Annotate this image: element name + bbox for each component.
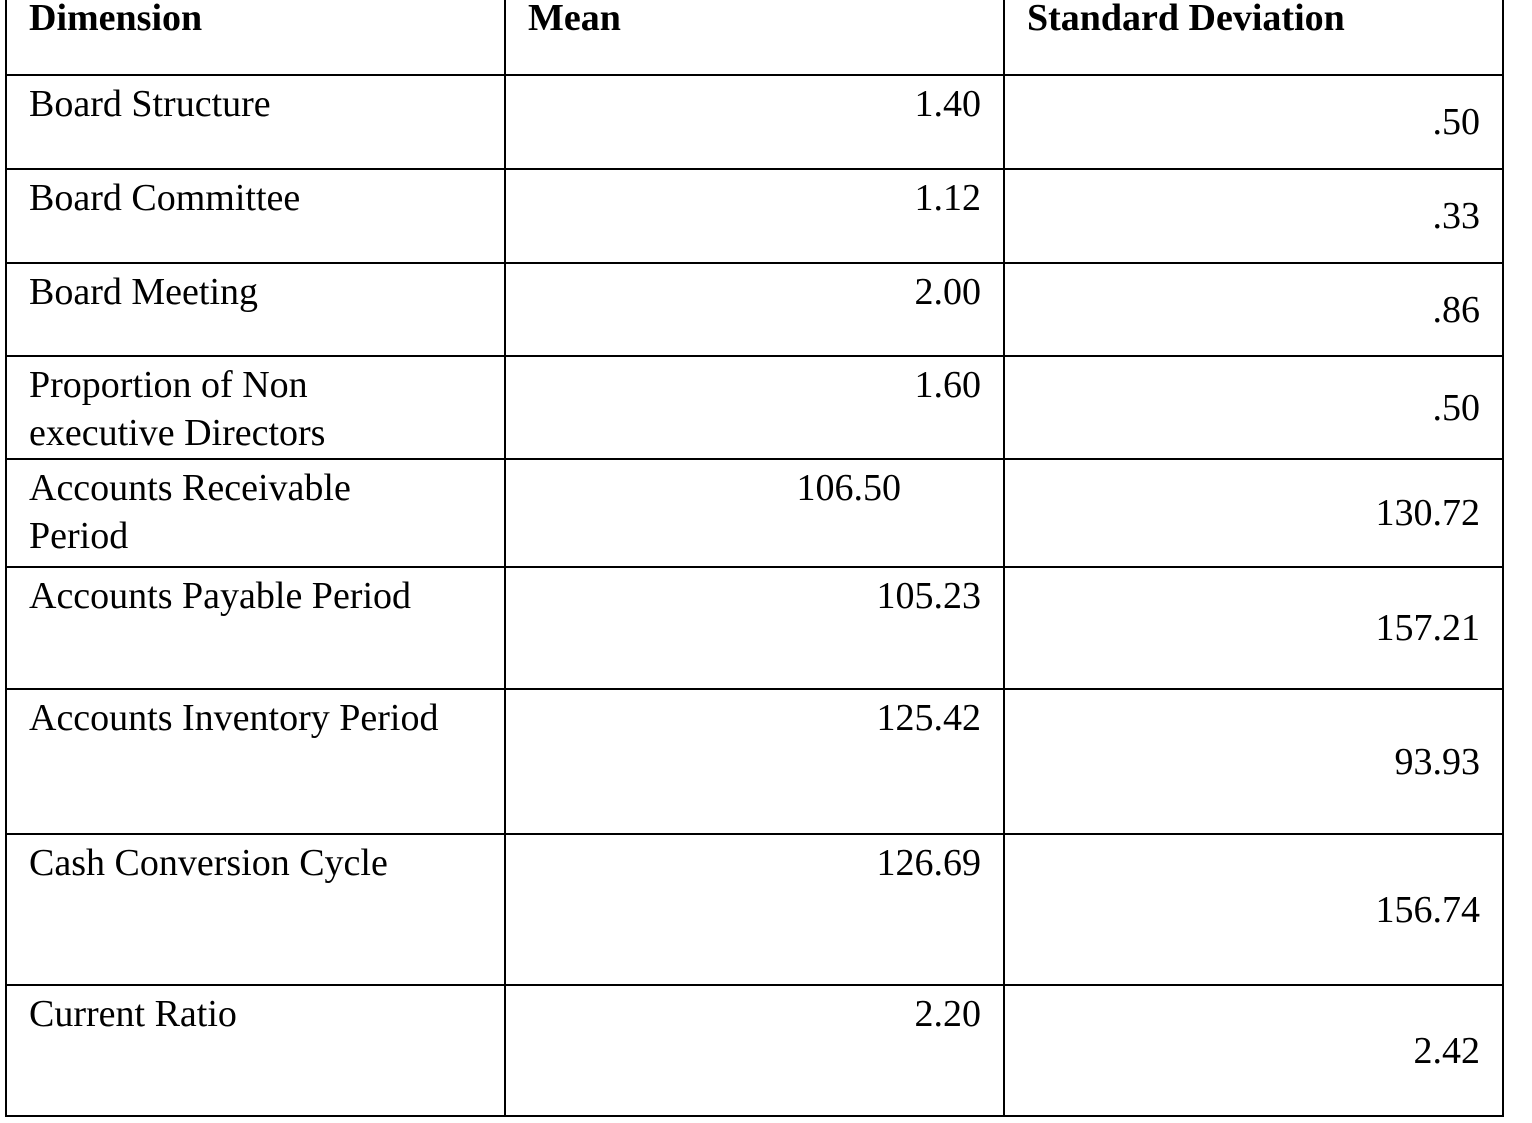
- dimension-cell-text: Board Committee: [29, 177, 301, 219]
- sd-cell: 2.42: [1003, 984, 1504, 1117]
- sd-cell: .33: [1003, 168, 1504, 264]
- header-cell: Standard Deviation: [1003, 0, 1504, 76]
- sd-cell-text: 130.72: [1375, 492, 1481, 534]
- sd-cell: 93.93: [1003, 688, 1504, 835]
- dimension-cell-text: Cash Conversion Cycle: [29, 842, 388, 884]
- mean-cell: 1.60: [504, 355, 1005, 460]
- dimension-cell: Accounts Receivable Period: [5, 458, 506, 568]
- mean-cell: 1.40: [504, 74, 1005, 170]
- header-cell-text: Standard Deviation: [1027, 0, 1345, 39]
- header-cell: Mean: [504, 0, 1005, 76]
- header-cell-text: Dimension: [29, 0, 203, 39]
- mean-cell-text: 1.60: [914, 364, 982, 406]
- sd-cell-text: .50: [1432, 101, 1481, 143]
- sd-cell: .50: [1003, 355, 1504, 460]
- sd-cell: 130.72: [1003, 458, 1504, 568]
- mean-cell: 125.42: [504, 688, 1005, 835]
- sd-cell-text: 157.21: [1375, 607, 1481, 649]
- sd-cell: 157.21: [1003, 566, 1504, 690]
- dimension-cell-text: Board Meeting: [29, 271, 259, 313]
- mean-cell-text: 2.00: [914, 271, 982, 313]
- dimension-cell: Accounts Inventory Period: [5, 688, 506, 835]
- dimension-cell-text: Accounts Inventory Period: [29, 697, 439, 739]
- mean-cell: 105.23: [504, 566, 1005, 690]
- dimension-cell-text: Accounts Payable Period: [29, 575, 412, 617]
- dimension-cell: Proportion of Non executive Directors: [5, 355, 506, 460]
- sd-cell-text: .50: [1432, 386, 1481, 429]
- dimension-cell: Board Structure: [5, 74, 506, 170]
- sd-cell-text: .33: [1432, 195, 1481, 237]
- dimension-cell-text: Current Ratio: [29, 993, 237, 1035]
- mean-cell-text: 106.50: [796, 467, 902, 509]
- mean-cell-text: 125.42: [876, 697, 982, 739]
- mean-cell-text: 1.12: [914, 177, 982, 219]
- dimension-cell: Board Meeting: [5, 262, 506, 357]
- mean-cell: 106.50: [504, 458, 1005, 568]
- dimension-cell: Current Ratio: [5, 984, 506, 1117]
- header-cell: Dimension: [5, 0, 506, 76]
- header-cell-text: Mean: [528, 0, 621, 39]
- sd-cell-text: 156.74: [1375, 888, 1481, 931]
- sd-cell: .50: [1003, 74, 1504, 170]
- dimension-cell-text: Proportion of Non executive Directors: [29, 364, 326, 454]
- mean-cell: 2.20: [504, 984, 1005, 1117]
- sd-cell: .86: [1003, 262, 1504, 357]
- sd-cell: 156.74: [1003, 833, 1504, 986]
- mean-cell-text: 105.23: [876, 575, 982, 617]
- mean-cell-text: 2.20: [914, 993, 982, 1035]
- mean-cell-text: 1.40: [914, 83, 982, 125]
- dimension-cell: Cash Conversion Cycle: [5, 833, 506, 986]
- dimension-cell-text: Accounts Receivable Period: [29, 467, 351, 557]
- mean-cell-text: 126.69: [876, 842, 982, 884]
- mean-cell: 1.12: [504, 168, 1005, 264]
- sd-cell-text: .86: [1432, 288, 1481, 331]
- dimension-cell: Board Committee: [5, 168, 506, 264]
- sd-cell-text: 93.93: [1394, 740, 1481, 783]
- mean-cell: 2.00: [504, 262, 1005, 357]
- sd-cell-text: 2.42: [1413, 1029, 1481, 1072]
- dimension-cell-text: Board Structure: [29, 83, 271, 125]
- mean-cell: 126.69: [504, 833, 1005, 986]
- dimension-cell: Accounts Payable Period: [5, 566, 506, 690]
